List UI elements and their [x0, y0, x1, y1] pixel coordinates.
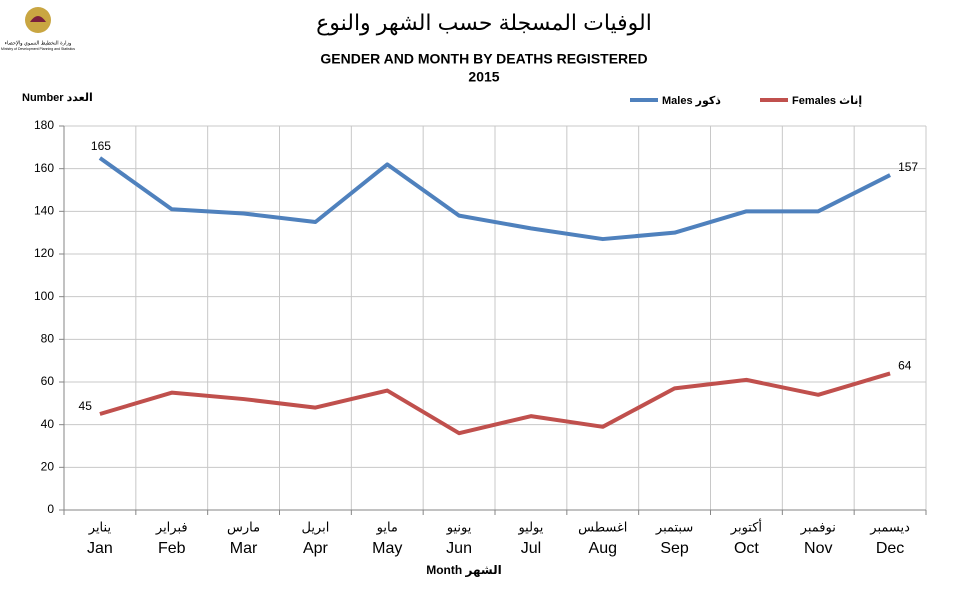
x-tick-label: Jan: [87, 540, 113, 557]
x-tick-label: Dec: [876, 540, 904, 557]
x-tick-label-ar: ابريل: [301, 519, 329, 535]
x-tick-label: Mar: [230, 540, 258, 557]
y-axis-label: Number العدد: [22, 92, 93, 104]
x-tick-label: Jun: [446, 540, 472, 557]
chart-subtitle: GENDER AND MONTH BY DEATHS REGISTERED: [320, 51, 647, 67]
x-tick-label-ar: يوليو: [517, 519, 543, 535]
x-tick-label: Sep: [660, 540, 689, 557]
y-tick-label: 100: [34, 289, 54, 303]
x-tick-label: Apr: [303, 540, 329, 557]
x-tick-label-ar: اغسطس: [578, 519, 627, 535]
logo-text-ar: وزارة التخطيط التنموي والإحصاء: [5, 40, 72, 46]
series-line: [98, 156, 891, 242]
x-tick-label: Jul: [521, 540, 541, 557]
legend-label: Females إناث: [792, 95, 862, 107]
x-tick-label-ar: أكتوبر: [730, 518, 762, 535]
x-tick-label-ar: فبراير: [155, 519, 188, 535]
x-tick-label: Nov: [804, 540, 832, 557]
y-tick-label: 60: [41, 374, 55, 388]
x-tick-label-ar: يونيو: [446, 519, 472, 535]
data-label: 45: [79, 399, 93, 413]
x-tick-label: Oct: [734, 540, 759, 557]
y-tick-label: 180: [34, 118, 54, 132]
x-tick-label-ar: يناير: [88, 519, 112, 535]
y-tick-label: 80: [41, 332, 55, 346]
logo-text-en: Ministry of Development Planning and Sta…: [1, 47, 75, 51]
x-tick-label-ar: سبتمبر: [655, 519, 693, 535]
data-label: 157: [898, 160, 918, 174]
y-tick-label: 160: [34, 161, 54, 175]
series-line: [99, 371, 891, 436]
x-axis-label: Month الشهر: [426, 563, 502, 577]
legend-label: Males ذكور: [662, 95, 721, 107]
x-tick-label-ar: ديسمبر: [869, 519, 910, 535]
x-tick-label-ar: مارس: [227, 519, 260, 535]
y-tick-label: 0: [47, 502, 54, 516]
chart-year: 2015: [468, 69, 499, 85]
x-tick-label: Aug: [589, 540, 617, 557]
x-tick-label: May: [372, 540, 402, 557]
y-tick-label: 40: [41, 417, 55, 431]
logo-emblem-detail: [30, 16, 46, 22]
data-label: 64: [898, 359, 912, 373]
x-tick-label-ar: نوفمبر: [800, 519, 836, 535]
x-tick-label: Feb: [158, 540, 186, 557]
x-tick-label-ar: مايو: [376, 519, 398, 535]
chart-title: الوفيات المسجلة حسب الشهر والنوع: [316, 10, 652, 35]
data-label: 165: [91, 139, 111, 153]
logo: وزارة التخطيط التنموي والإحصاء Ministry …: [1, 7, 75, 51]
y-tick-label: 20: [41, 460, 55, 474]
y-tick-label: 140: [34, 204, 54, 218]
y-tick-label: 120: [34, 246, 54, 260]
